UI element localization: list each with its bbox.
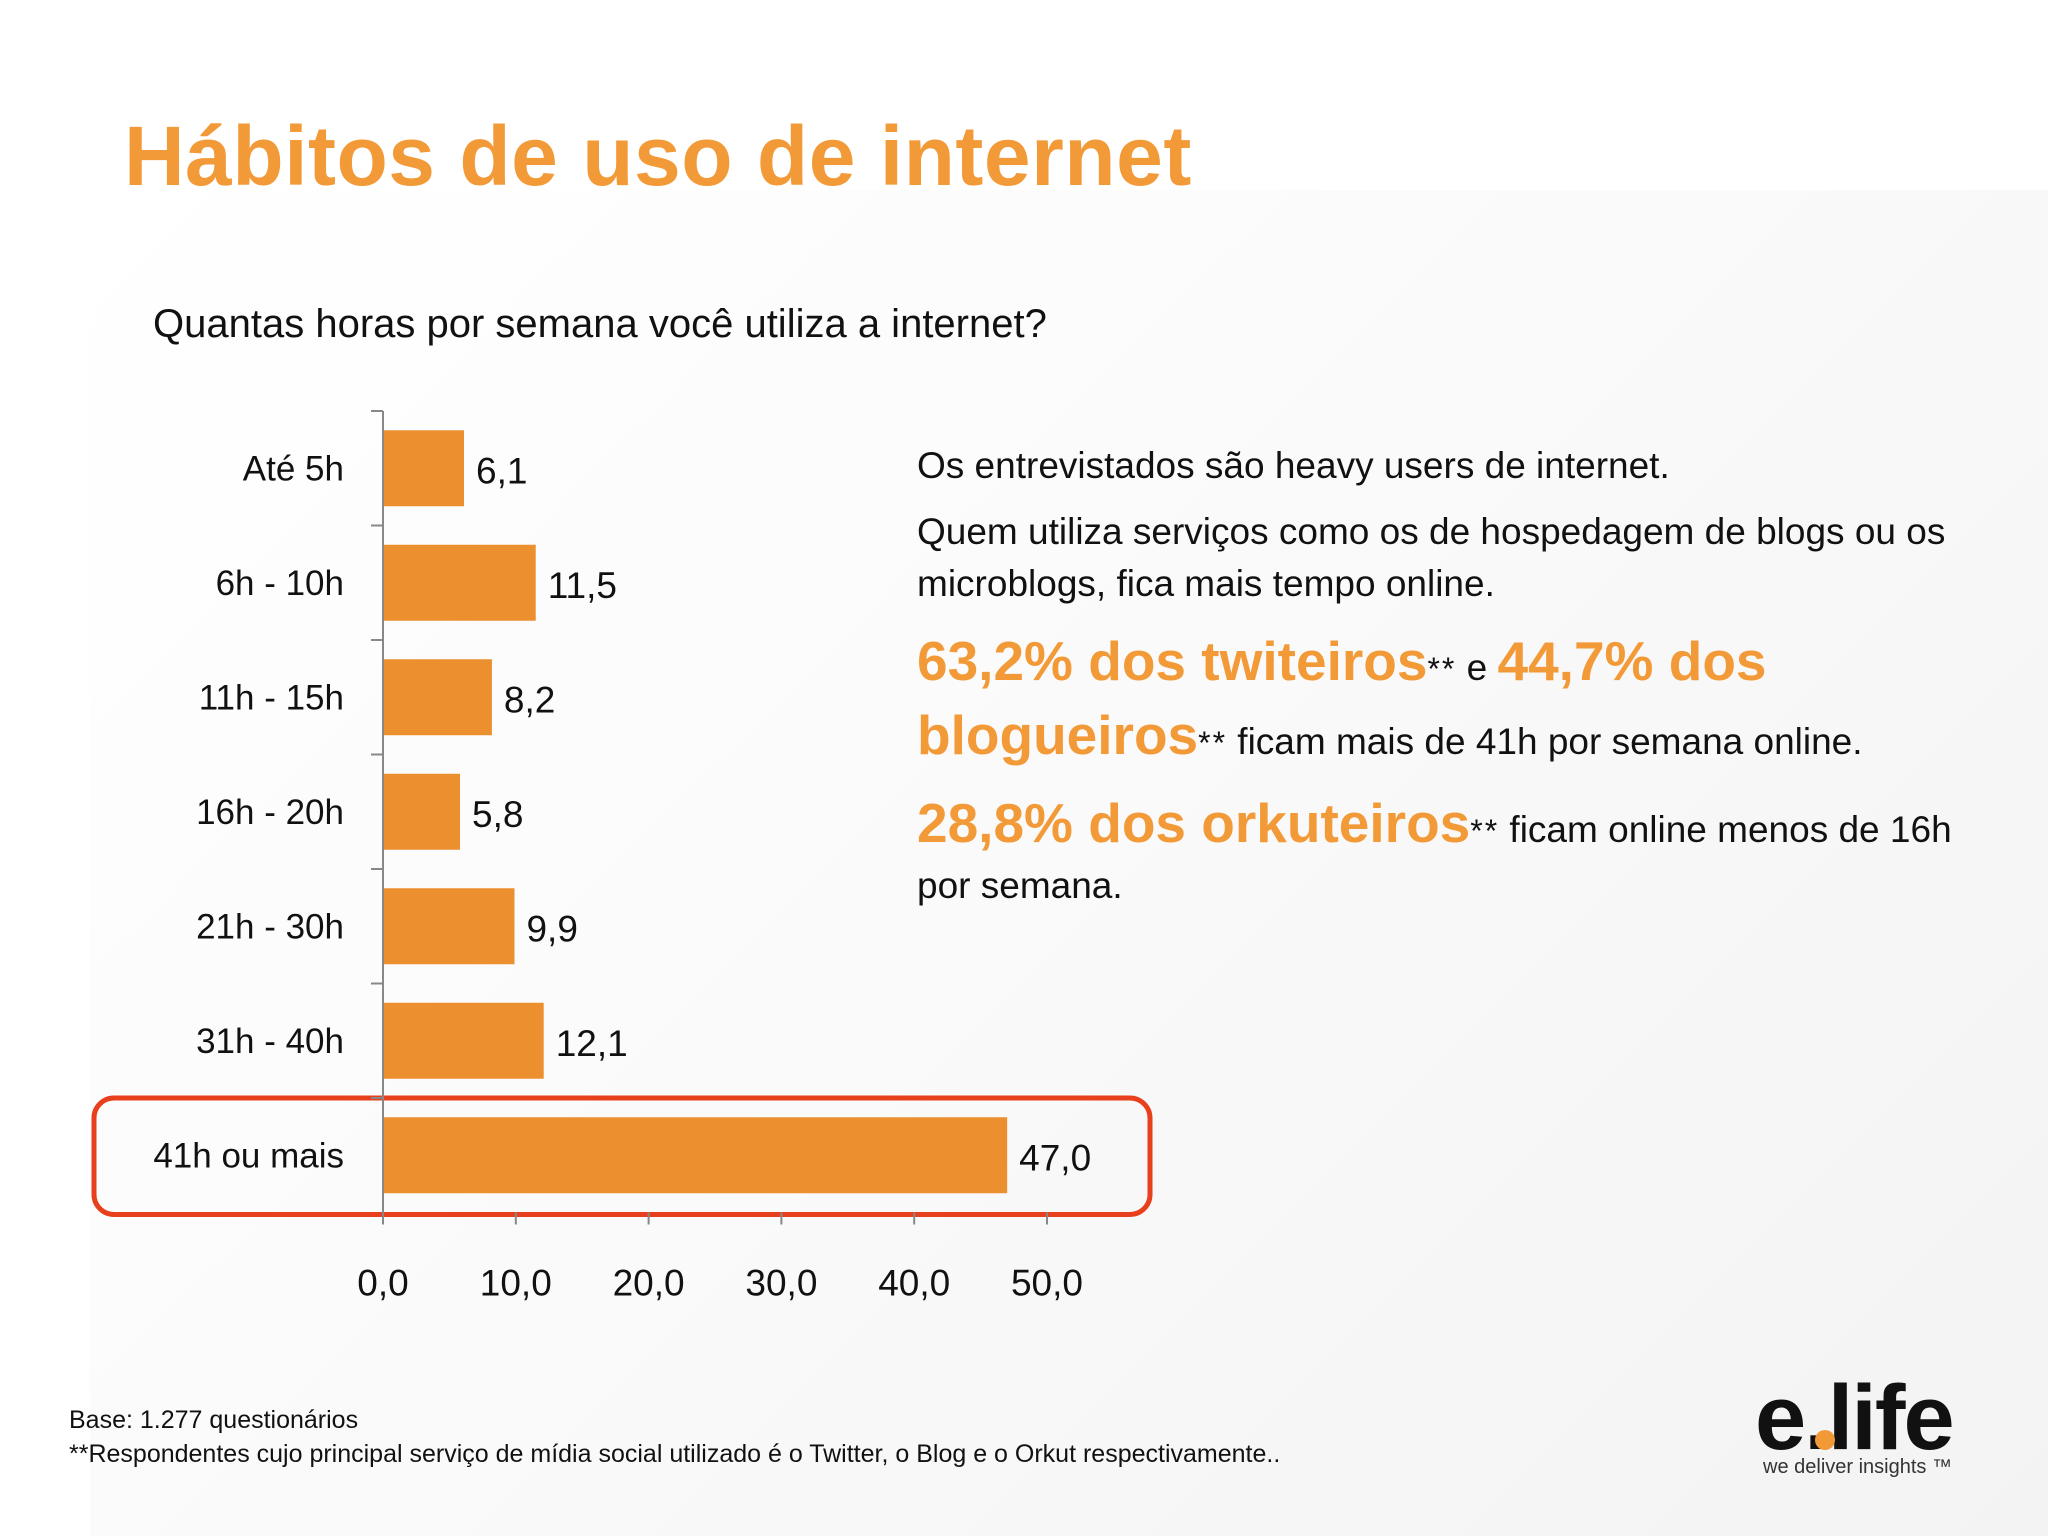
category-label: 41h ou mais [153,1136,344,1175]
orkuteiros-highlight: 28,8% dos orkuteiros [917,792,1471,854]
value-label: 8,2 [504,679,555,720]
value-label: 9,9 [526,908,577,949]
twiteiros-highlight: 63,2% dos twiteiros [917,630,1428,692]
bar-1 [383,430,465,507]
commentary-block: Os entrevistados são heavy users de inte… [917,440,1997,926]
x-tick-label: 0,0 [357,1263,408,1304]
orkuteiros-asterisk: ** [1470,813,1500,849]
x-tick-label: 50,0 [1011,1263,1083,1304]
bar-5 [383,888,515,965]
bar-2 [383,544,536,621]
highlight-box [91,1095,1153,1217]
footer-notes: Base: 1.277 questionários **Respondentes… [69,1403,1280,1471]
commentary-p4-end: ficam online menos de 16h por semana. [917,809,1952,906]
category-label: 31h - 40h [196,1022,344,1061]
value-label: 11,5 [548,565,617,606]
background-shade [90,190,2048,1536]
blogueiros-asterisk: ** [1198,725,1228,761]
category-label: 21h - 30h [196,907,344,946]
commentary-p4: 28,8% dos orkuteiros** ficam online meno… [917,786,1997,912]
value-label: 6,1 [476,450,527,491]
bar-6 [383,1002,544,1079]
bar-4 [383,773,461,850]
logo-tagline: we deliver insights ™ [1763,1456,1952,1478]
chart-question: Quantas horas por semana você utiliza a … [153,302,1047,346]
category-label: 16h - 20h [196,793,344,832]
logo-wordmark: e.life [1755,1367,1955,1469]
footer-base: Base: 1.277 questionários [69,1406,359,1434]
value-label: 12,1 [556,1023,628,1064]
bar-3 [383,659,492,736]
commentary-p3-end: ficam mais de 41h por semana online. [1227,721,1863,762]
twiteiros-asterisk: ** [1427,651,1457,687]
commentary-p3-joiner: e [1456,647,1498,688]
x-tick-label: 20,0 [613,1263,685,1304]
elife-logo: e.life we deliver insights ™ [1755,1372,1965,1482]
value-label: 5,8 [472,794,523,835]
commentary-p1: Os entrevistados são heavy users de inte… [917,445,1670,486]
footer-note: **Respondentes cujo principal serviço de… [69,1440,1281,1468]
x-tick-label: 10,0 [480,1263,552,1304]
category-label: 11h - 15h [199,678,344,717]
logo-dot-icon [1815,1430,1835,1450]
x-tick-label: 30,0 [745,1263,817,1304]
blogueiros-highlight: 44,7% dos blogueiros [917,630,1767,766]
bar-7 [383,1117,1008,1194]
commentary-p3: 63,2% dos twiteiros** e 44,7% dos blogue… [917,624,1997,772]
value-label: 47,0 [1019,1137,1091,1178]
category-label: Até 5h [243,449,344,488]
x-tick-label: 40,0 [878,1263,950,1304]
commentary-p2: Quem utiliza serviços como os de hospeda… [917,511,1946,604]
category-label: 6h - 10h [216,564,344,603]
page-title: Hábitos de uso de internet [124,109,1192,203]
